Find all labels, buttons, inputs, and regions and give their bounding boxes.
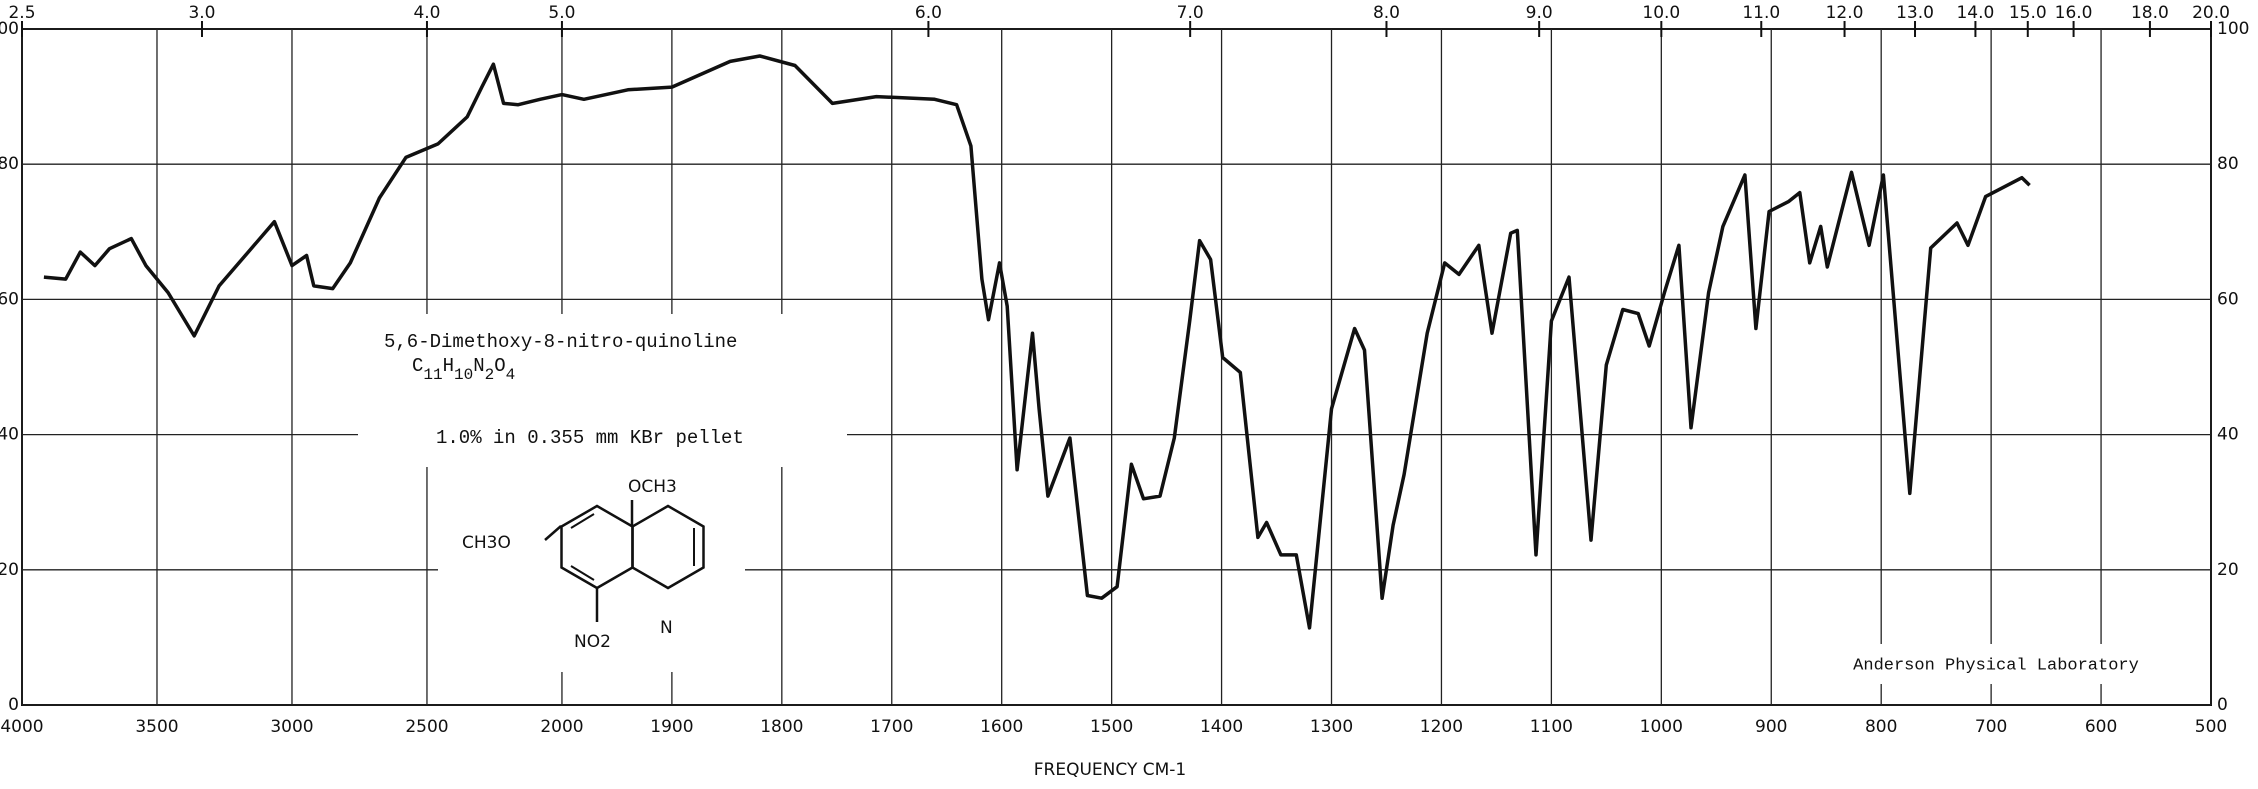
stamp: Anderson Physical Laboratory [1853,656,2139,675]
x-axis-label: FREQUENCY CM-1 [1034,760,1186,780]
y-tick-label: 100 [0,19,19,39]
top-tick-label: 15.0 [2009,3,2047,23]
formula-element: O [494,355,505,377]
structure-label: NO2 [574,632,611,652]
y-tick-label: 0 [8,695,19,715]
x-tick-label: 600 [2085,717,2117,737]
top-tick-label: 18.0 [2131,3,2169,23]
x-tick-label: 800 [1865,717,1897,737]
bond [544,525,562,541]
y2-tick-label: 0 [2217,695,2228,715]
formula-element: H [443,355,454,377]
x-tick-label: 1200 [1420,717,1463,737]
plot-frame [21,28,2212,706]
structure-label: N [660,618,673,638]
top-tick-label: 10.0 [1642,3,1680,23]
top-tick-label: 16.0 [2055,3,2093,23]
top-tick-label: 11.0 [1742,3,1780,23]
y-tick-label: 20 [0,560,19,580]
x-tick-label: 1800 [760,717,803,737]
formula-element: N [473,355,484,377]
x-tick-label: 1100 [1530,717,1573,737]
y-tick-label: 40 [0,425,19,445]
ring [631,504,705,590]
formula-subscript: 11 [423,366,442,384]
top-tick-label: 9.0 [1526,3,1553,23]
structure-label: OCH3 [628,477,677,497]
formula-element: C [412,355,423,377]
y2-tick-label: 60 [2217,289,2239,309]
top-tick-label: 3.0 [188,3,215,23]
structure-box [438,467,745,672]
x-tick-label: 1400 [1200,717,1243,737]
top-tick-label: 5.0 [548,3,575,23]
x-tick-label: 500 [2195,717,2227,737]
top-tick-label: 4.0 [413,3,440,23]
top-tick-label: 8.0 [1373,3,1400,23]
top-tick-label: 7.0 [1177,3,1204,23]
y-tick-label: 60 [0,289,19,309]
formula: C11H10N2O4 [412,355,515,384]
top-tick-label: 13.0 [1896,3,1934,23]
x-tick-label: 1700 [870,717,913,737]
x-tick-label: 700 [1975,717,2007,737]
x-tick-label: 1300 [1310,717,1353,737]
x-tick-label: 1900 [650,717,693,737]
y2-tick-label: 80 [2217,154,2239,174]
x-tick-label: 1500 [1090,717,1133,737]
top-tick-label: 20.0 [2192,3,2230,23]
double-bond [570,513,595,529]
x-tick-label: 1600 [980,717,1023,737]
y-tick-label: 80 [0,154,19,174]
y2-tick-label: 40 [2217,425,2239,445]
x-tick-label: 2500 [405,717,448,737]
annotation-box [358,314,847,467]
y2-tick-label: 20 [2217,560,2239,580]
top-tick-label: 12.0 [1826,3,1864,23]
stamp-box [1788,644,2204,684]
compound-name: 5,6-Dimethoxy-8-nitro-quinoline [384,331,737,353]
structure-label: CH3O [462,533,511,553]
y2-tick-label: 100 [2217,19,2249,39]
x-tick-label: 2000 [540,717,583,737]
formula-subscript: 4 [506,366,516,384]
x-tick-label: 4000 [0,717,43,737]
spectrum-line [43,54,2031,630]
x-tick-label: 900 [1755,717,1787,737]
sample-note: 1.0% in 0.355 mm KBr pellet [436,427,744,449]
formula-subscript: 10 [454,366,473,384]
top-tick-label: 6.0 [915,3,942,23]
x-tick-label: 3500 [135,717,178,737]
double-bond [570,565,595,581]
formula-subscript: 2 [485,366,495,384]
x-tick-label: 1000 [1640,717,1683,737]
top-tick-label: 2.5 [8,3,35,23]
x-tick-label: 3000 [270,717,313,737]
top-tick-label: 14.0 [1956,3,1994,23]
